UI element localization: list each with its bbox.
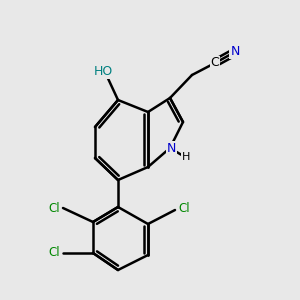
Text: N: N bbox=[230, 46, 240, 59]
Text: Cl: Cl bbox=[178, 202, 190, 215]
Text: HO: HO bbox=[94, 64, 113, 78]
Text: Cl: Cl bbox=[49, 247, 60, 260]
Text: Cl: Cl bbox=[49, 202, 60, 214]
Text: C: C bbox=[211, 56, 219, 70]
Text: N: N bbox=[167, 142, 176, 154]
Text: H: H bbox=[182, 152, 191, 162]
